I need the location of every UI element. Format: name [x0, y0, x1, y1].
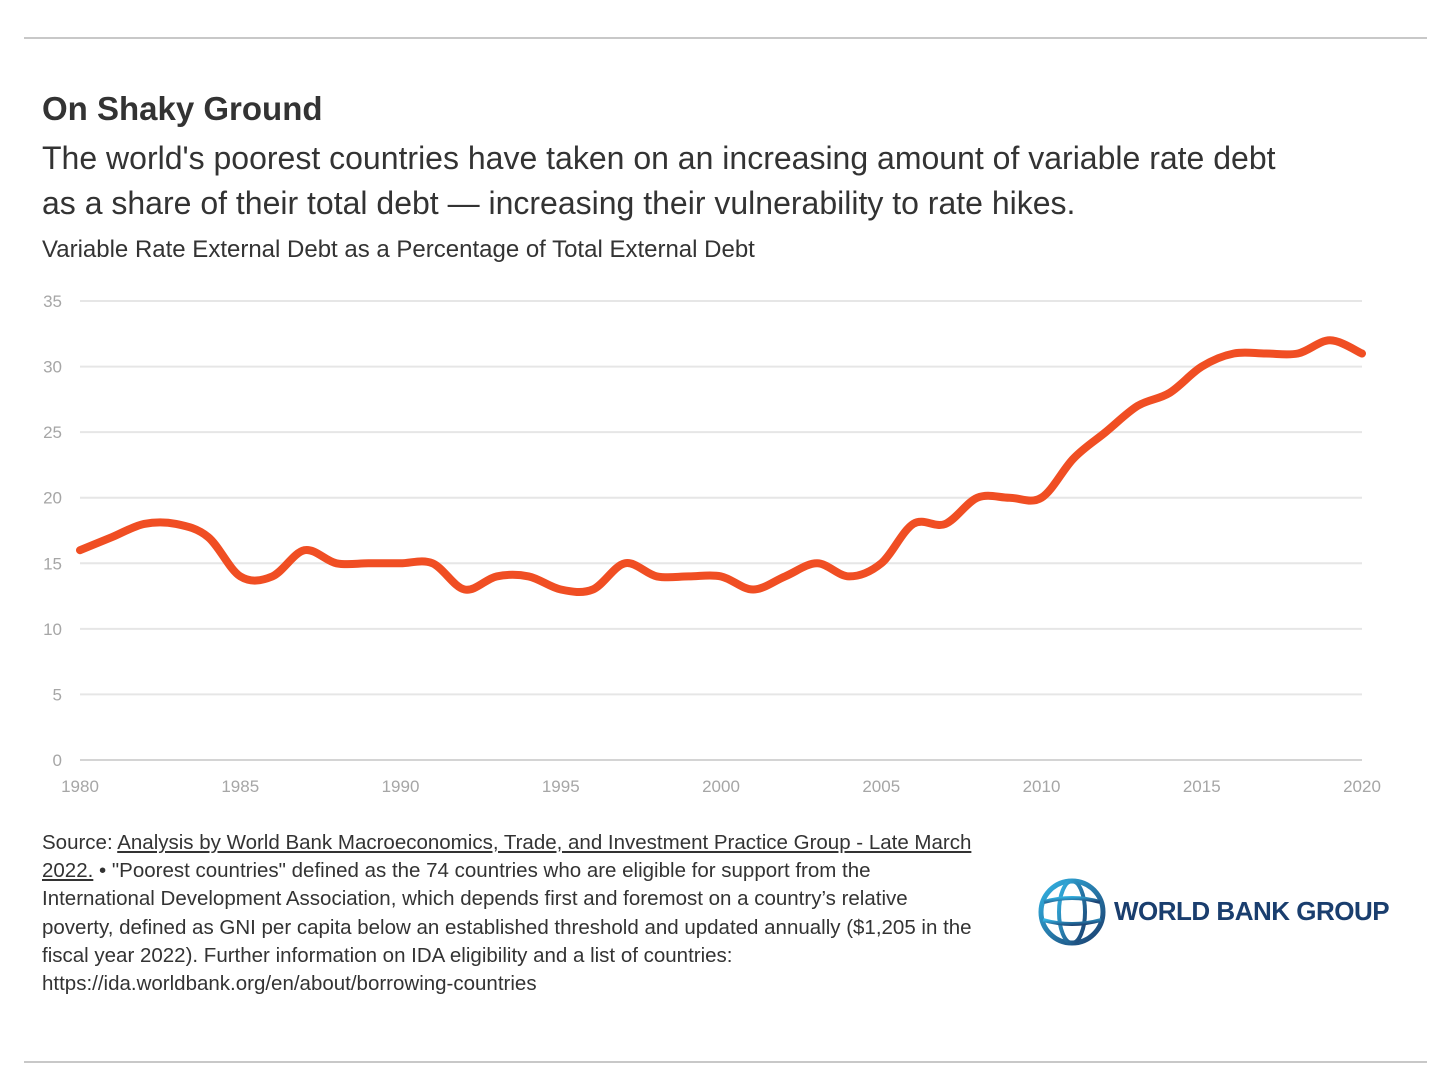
- source-line-2: 2022. • "Poorest countries" defined as t…: [42, 857, 1032, 885]
- note-line-5: fiscal year 2022). Further information o…: [42, 943, 733, 967]
- y-tick-label: 30: [43, 358, 62, 377]
- y-tick-label: 0: [53, 751, 62, 770]
- chart-title: On Shaky Ground: [42, 90, 323, 127]
- line-chart: 0 5 10 15 20 25 30 35 1980 1985 1990 1995 2000 2005 2…: [43, 292, 1381, 796]
- grid-lines: [80, 300, 1362, 761]
- y-axis-ticks: 0 5 10 15 20 25 30 35: [43, 292, 62, 770]
- note-line-4: poverty, defined as GNI per capita below…: [42, 915, 972, 939]
- y-tick-label: 10: [43, 620, 62, 639]
- globe-icon: [1038, 878, 1106, 946]
- source-line-1: Source: Analysis by World Bank Macroecon…: [42, 829, 1032, 857]
- series-layer: [76, 336, 1366, 597]
- subtitle-line-2: as a share of their total debt — increas…: [42, 185, 1076, 221]
- x-tick-label: 2010: [1023, 777, 1061, 796]
- note-text: • "Poorest countries" defined as the 74 …: [93, 859, 871, 883]
- subtitle-line-1: The world's poorest countries have taken…: [42, 140, 1276, 176]
- x-tick-label: 1990: [382, 777, 420, 796]
- bottom-divider: [24, 1061, 1427, 1063]
- note-line-3: International Development Association, w…: [42, 887, 908, 911]
- y-tick-label: 5: [53, 685, 62, 704]
- source-note: Source: Analysis by World Bank Macroecon…: [42, 829, 1032, 998]
- chart-subtitle: The world's poorest countries have taken…: [42, 136, 1422, 226]
- chart-label: Variable Rate External Debt as a Percent…: [42, 236, 755, 263]
- x-tick-label: 2015: [1183, 777, 1221, 796]
- x-tick-label: 1985: [221, 777, 259, 796]
- series-line: [76, 336, 1366, 597]
- note-line-6: https://ida.worldbank.org/en/about/borro…: [42, 972, 537, 996]
- source-prefix: Source:: [42, 831, 118, 854]
- x-tick-label: 1995: [542, 777, 580, 796]
- y-tick-label: 15: [43, 554, 62, 573]
- y-tick-label: 35: [43, 292, 62, 311]
- top-divider: [24, 37, 1427, 39]
- y-tick-label: 20: [43, 489, 62, 508]
- x-tick-label: 2005: [862, 777, 900, 796]
- source-link[interactable]: Analysis by World Bank Macroeconomics, T…: [117, 831, 972, 854]
- y-tick-label: 25: [43, 423, 62, 442]
- x-tick-label: 1980: [61, 777, 99, 796]
- x-tick-label: 2000: [702, 777, 740, 796]
- x-axis-ticks: 1980 1985 1990 1995 2000 2005 2010 2015 2020: [61, 777, 1381, 796]
- x-tick-label: 2020: [1343, 777, 1381, 796]
- world-bank-logo: WORLD BANK GROUP: [1036, 876, 1396, 948]
- source-link-continued[interactable]: 2022.: [42, 859, 94, 883]
- logo-text: WORLD BANK GROUP: [1114, 896, 1390, 926]
